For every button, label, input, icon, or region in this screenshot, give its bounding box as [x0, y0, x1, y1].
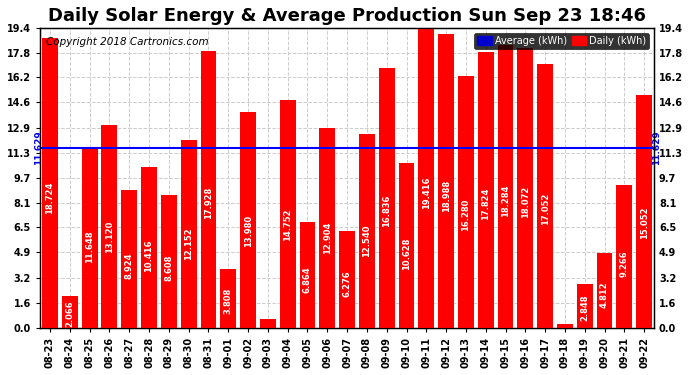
Bar — [636, 95, 652, 328]
Bar — [339, 231, 355, 328]
Text: 2.848: 2.848 — [580, 295, 589, 321]
Text: 18.724: 18.724 — [46, 182, 55, 214]
Text: 6.276: 6.276 — [342, 271, 352, 297]
Text: 6.864: 6.864 — [303, 267, 312, 293]
Text: 3.808: 3.808 — [224, 288, 233, 314]
Bar — [597, 254, 613, 328]
Text: 9.266: 9.266 — [620, 250, 629, 277]
Bar — [101, 125, 117, 328]
Bar — [81, 148, 97, 328]
Text: 17.052: 17.052 — [541, 193, 550, 225]
Bar — [161, 195, 177, 328]
Bar — [458, 76, 474, 328]
Bar — [260, 319, 276, 328]
Text: 10.628: 10.628 — [402, 238, 411, 270]
Text: 11.629: 11.629 — [34, 130, 43, 165]
Text: 18.284: 18.284 — [501, 184, 510, 217]
Bar — [379, 68, 395, 328]
Bar — [399, 164, 415, 328]
Text: 13.980: 13.980 — [244, 214, 253, 247]
Text: 10.416: 10.416 — [144, 239, 154, 272]
Text: 4.812: 4.812 — [600, 281, 609, 308]
Text: 17.824: 17.824 — [481, 188, 490, 220]
Bar — [497, 45, 513, 328]
Bar — [477, 52, 493, 328]
Text: 14.752: 14.752 — [283, 209, 292, 242]
Bar — [62, 296, 78, 328]
Text: 12.540: 12.540 — [362, 224, 371, 257]
Text: 8.608: 8.608 — [164, 255, 173, 281]
Text: 16.836: 16.836 — [382, 195, 391, 227]
Text: 15.052: 15.052 — [640, 207, 649, 239]
Text: 12.152: 12.152 — [184, 227, 193, 260]
Bar — [557, 324, 573, 328]
Text: Copyright 2018 Cartronics.com: Copyright 2018 Cartronics.com — [46, 37, 209, 47]
Text: 12.904: 12.904 — [323, 222, 332, 254]
Bar — [181, 140, 197, 328]
Text: 11.629: 11.629 — [651, 130, 660, 165]
Bar — [42, 38, 58, 328]
Bar — [279, 100, 295, 328]
Bar — [438, 34, 454, 328]
Legend: Average (kWh), Daily (kWh): Average (kWh), Daily (kWh) — [474, 33, 649, 49]
Bar — [518, 48, 533, 328]
Text: 11.648: 11.648 — [85, 231, 94, 263]
Text: 16.280: 16.280 — [462, 198, 471, 231]
Bar — [418, 28, 434, 328]
Bar — [616, 184, 632, 328]
Text: 13.120: 13.120 — [105, 220, 114, 253]
Bar — [201, 51, 217, 328]
Text: 19.416: 19.416 — [422, 177, 431, 209]
Bar — [240, 112, 256, 328]
Bar — [121, 190, 137, 328]
Bar — [359, 134, 375, 328]
Text: 18.072: 18.072 — [521, 186, 530, 218]
Bar — [577, 284, 593, 328]
Title: Daily Solar Energy & Average Production Sun Sep 23 18:46: Daily Solar Energy & Average Production … — [48, 7, 646, 25]
Bar — [220, 269, 236, 328]
Bar — [299, 222, 315, 328]
Bar — [319, 128, 335, 328]
Bar — [141, 167, 157, 328]
Text: 18.988: 18.988 — [442, 180, 451, 212]
Text: 2.066: 2.066 — [66, 300, 75, 327]
Text: 8.924: 8.924 — [125, 252, 134, 279]
Bar — [538, 64, 553, 328]
Text: 17.928: 17.928 — [204, 187, 213, 219]
